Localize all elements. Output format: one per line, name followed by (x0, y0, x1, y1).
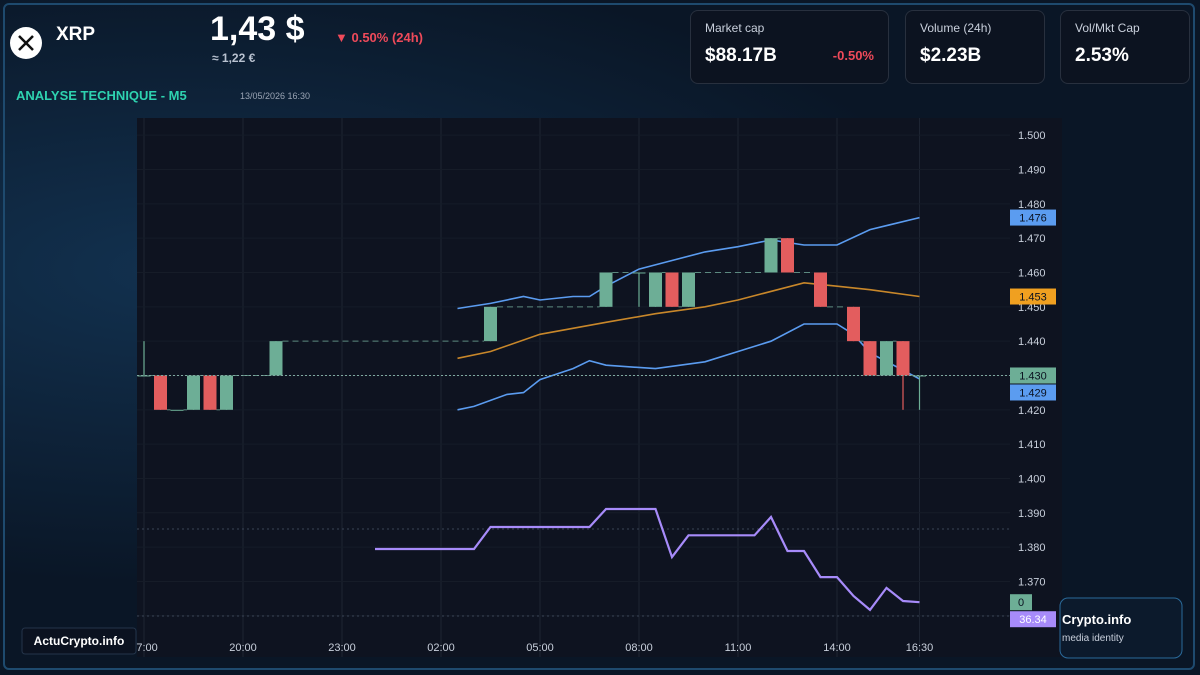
card-label: Market cap (705, 21, 765, 35)
promo-subtitle: media identity (1062, 633, 1124, 644)
candle-body (880, 341, 893, 376)
rsi-tag-label: 36.34 (1019, 614, 1047, 626)
candle-body (764, 238, 778, 273)
promo-title: Crypto.info (1062, 612, 1131, 627)
candle-body (913, 375, 926, 377)
candle-body (154, 375, 167, 410)
x-tick-label: 11:00 (725, 642, 752, 654)
price-change: ▼ 0.50% (24h) (335, 30, 424, 45)
y-tick-label: 1.420 (1018, 405, 1046, 417)
candle-body (187, 375, 200, 410)
y-tick-label: 1.380 (1018, 542, 1046, 554)
chart-panel (137, 118, 1062, 657)
candle-body (847, 306, 860, 342)
price: 1,43 $ (210, 10, 305, 48)
y-tick-label: 1.450 (1018, 302, 1046, 314)
price-tag-label: 1.429 (1019, 387, 1047, 399)
price-tag-label: 1.476 (1019, 213, 1047, 225)
volume-tag-label: 0 (1018, 597, 1024, 609)
candle-body (599, 272, 613, 307)
y-tick-label: 1.480 (1018, 199, 1046, 211)
y-tick-label: 1.490 (1018, 164, 1046, 176)
candle-body (137, 375, 151, 377)
x-tick-label: 23:00 (328, 642, 356, 654)
rsi-line (375, 507, 920, 612)
x-tick-label: 20:00 (229, 642, 257, 654)
candle-body (632, 272, 646, 274)
y-tick-label: 1.440 (1018, 336, 1046, 348)
card-value: 2.53% (1075, 45, 1129, 66)
x-tick-label: 08:00 (625, 642, 653, 654)
volume-tag (1010, 594, 1032, 611)
price-tag (1010, 384, 1056, 401)
y-tick-label: 1.400 (1018, 473, 1046, 485)
price-tag-label: 1.453 (1019, 292, 1047, 304)
timestamp: 13/05/2026 16:30 (240, 91, 311, 101)
candle-body (863, 341, 877, 376)
rsi-tag (1010, 611, 1056, 628)
candle-body (781, 238, 794, 273)
candle-body (665, 272, 679, 307)
y-tick-label: 1.500 (1018, 130, 1046, 142)
card: Volume (24h) $2.23B (905, 10, 1045, 84)
band-line (457, 323, 920, 411)
candle-body (203, 375, 217, 410)
card-change: -0.50% (832, 48, 874, 63)
candle-body (649, 272, 662, 307)
card-value: $88.17B (705, 45, 777, 66)
x-tick-label: 16:30 (906, 642, 934, 654)
logo (10, 27, 42, 59)
x-tick-label: 14:00 (823, 642, 851, 654)
card-label: Vol/Mkt Cap (1075, 21, 1140, 35)
candle-body (814, 272, 827, 307)
card-value: $2.23B (920, 45, 982, 66)
symbol: XRP (56, 24, 96, 45)
y-tick-label: 1.410 (1018, 439, 1046, 451)
band-line (457, 281, 920, 360)
price-tag (1010, 209, 1056, 226)
candle-body (682, 272, 695, 307)
card-label: Volume (24h) (920, 21, 992, 35)
price-tag (1010, 367, 1056, 384)
section-title: ANALYSE TECHNIQUE - M5 (16, 88, 187, 103)
logo-icon (18, 35, 34, 51)
promo-card (1059, 597, 1183, 659)
y-tick-label: 1.460 (1018, 267, 1046, 279)
brand-badge (21, 627, 137, 655)
price-tag-label: 1.430 (1019, 370, 1047, 382)
candle-body (484, 306, 497, 342)
card: Vol/Mkt Cap 2.53% (1060, 10, 1190, 84)
brand: ActuCrypto.info (34, 634, 125, 648)
candle-body (269, 341, 283, 376)
y-tick-label: 1.370 (1018, 576, 1046, 588)
y-tick-label: 1.390 (1018, 508, 1046, 520)
candle-body (220, 375, 233, 410)
frame (3, 3, 1195, 670)
price-eur: ≈ 1,22 € (212, 51, 256, 65)
band-line (457, 216, 920, 310)
card: Market cap $88.17B -0.50% (690, 10, 889, 84)
x-tick-label: 17:00 (130, 642, 158, 654)
y-tick-label: 1.470 (1018, 233, 1046, 245)
candle-body (896, 341, 910, 376)
candle-body (170, 409, 184, 411)
x-tick-label: 02:00 (427, 642, 455, 654)
price-tag (1010, 288, 1056, 305)
x-tick-label: 05:00 (526, 642, 554, 654)
